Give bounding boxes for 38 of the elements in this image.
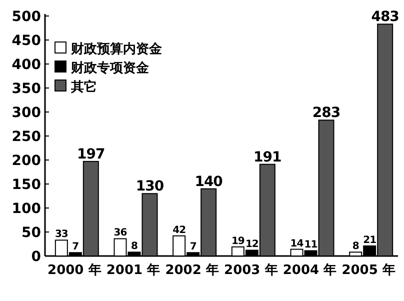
data-label: 191	[254, 149, 282, 166]
legend-label: 财政预算内资金	[70, 42, 163, 57]
y-tick-label: 200	[12, 153, 42, 169]
legend-label: 其它	[70, 79, 97, 95]
y-tick-label: 100	[12, 201, 42, 217]
data-label: 8	[352, 241, 360, 252]
y-tick-label: 400	[12, 57, 42, 73]
data-label: 7	[190, 242, 197, 253]
data-label: 36	[114, 228, 128, 239]
y-tick-label: 500	[12, 9, 42, 25]
data-label: 11	[304, 240, 318, 251]
x-tick-label: 2003 年	[224, 263, 278, 278]
y-tick-label: 50	[22, 225, 42, 241]
y-tick-label: 300	[12, 105, 42, 121]
data-label: 19	[231, 236, 245, 247]
y-tick-label: 150	[12, 177, 42, 193]
data-label: 8	[131, 241, 138, 252]
data-label: 42	[172, 224, 186, 236]
data-label: 197	[77, 146, 105, 162]
y-tick-label: 350	[12, 81, 42, 97]
x-tick-label: 2000 年	[48, 263, 102, 278]
data-label: 33	[54, 229, 68, 240]
data-label: 130	[136, 178, 164, 195]
data-label: 12	[245, 239, 259, 250]
x-tick-label: 2004 年	[282, 263, 337, 278]
x-tick-label: 2002 年	[165, 263, 219, 278]
y-tick-label: 450	[12, 33, 42, 49]
data-label: 140	[194, 174, 224, 190]
x-tick-label: 2001 年	[106, 263, 160, 278]
y-tick-label: 250	[12, 129, 42, 145]
data-label: 7	[72, 242, 80, 253]
x-tick-label: 2005 年	[342, 263, 396, 278]
data-label: 21	[363, 234, 377, 246]
data-label: 14	[290, 238, 304, 250]
data-label: 483	[371, 9, 399, 26]
legend-label: 财政专项资金	[70, 60, 150, 76]
data-label: 283	[312, 105, 340, 122]
y-tick-label: 0	[31, 249, 42, 265]
